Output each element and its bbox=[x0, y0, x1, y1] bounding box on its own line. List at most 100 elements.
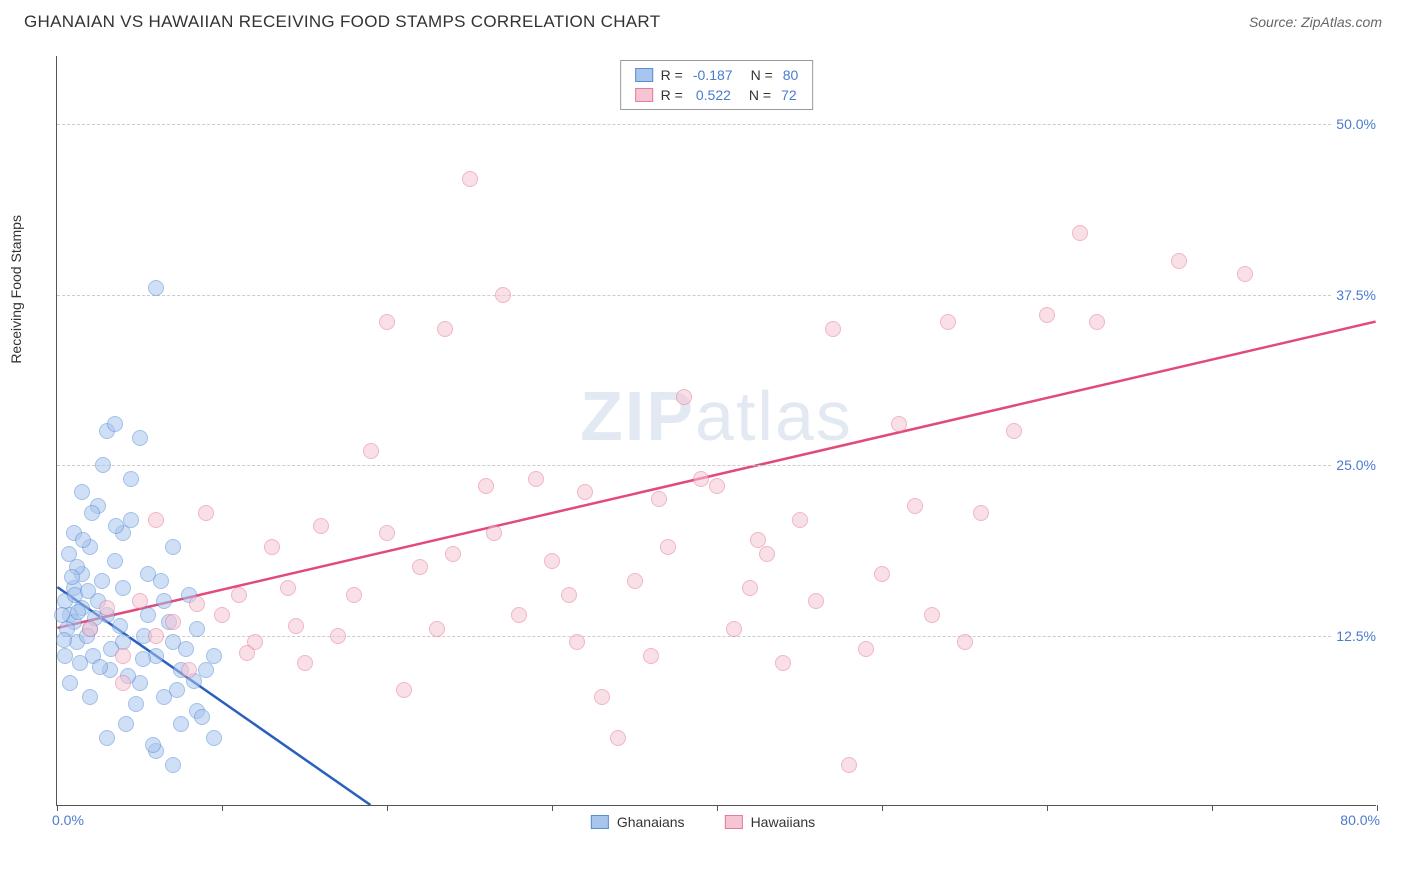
y-tick-label: 37.5% bbox=[1332, 287, 1380, 303]
data-point bbox=[825, 321, 841, 337]
data-point bbox=[140, 607, 156, 623]
data-point bbox=[74, 484, 90, 500]
data-point bbox=[178, 641, 194, 657]
data-point bbox=[107, 553, 123, 569]
y-tick-label: 12.5% bbox=[1332, 628, 1380, 644]
correlation-legend: R = -0.187 N = 80 R = 0.522 N = 72 bbox=[620, 60, 814, 110]
data-point bbox=[973, 505, 989, 521]
y-axis-title: Receiving Food Stamps bbox=[8, 215, 24, 364]
data-point bbox=[486, 525, 502, 541]
data-point bbox=[1237, 266, 1253, 282]
data-point bbox=[775, 655, 791, 671]
x-tick bbox=[1212, 805, 1213, 811]
x-tick bbox=[882, 805, 883, 811]
data-point bbox=[231, 587, 247, 603]
data-point bbox=[858, 641, 874, 657]
data-point bbox=[107, 416, 123, 432]
legend-row-ghanaians: R = -0.187 N = 80 bbox=[621, 65, 813, 85]
data-point bbox=[313, 518, 329, 534]
data-point bbox=[1089, 314, 1105, 330]
data-point bbox=[874, 566, 890, 582]
data-point bbox=[194, 709, 210, 725]
data-point bbox=[561, 587, 577, 603]
data-point bbox=[363, 443, 379, 459]
x-tick bbox=[57, 805, 58, 811]
data-point bbox=[82, 621, 98, 637]
trend-lines-svg bbox=[57, 56, 1376, 805]
data-point bbox=[132, 430, 148, 446]
data-point bbox=[206, 648, 222, 664]
data-point bbox=[148, 628, 164, 644]
data-point bbox=[544, 553, 560, 569]
data-point bbox=[528, 471, 544, 487]
data-point bbox=[123, 512, 139, 528]
y-tick-label: 25.0% bbox=[1332, 457, 1380, 473]
data-point bbox=[181, 662, 197, 678]
data-point bbox=[165, 757, 181, 773]
data-point bbox=[330, 628, 346, 644]
data-point bbox=[153, 573, 169, 589]
series-legend: Ghanaians Hawaiians bbox=[591, 814, 815, 830]
data-point bbox=[750, 532, 766, 548]
data-point bbox=[676, 389, 692, 405]
data-point bbox=[189, 596, 205, 612]
data-point bbox=[412, 559, 428, 575]
x-tick bbox=[552, 805, 553, 811]
data-point bbox=[135, 651, 151, 667]
data-point bbox=[1072, 225, 1088, 241]
swatch-ghanaians-icon bbox=[591, 815, 609, 829]
data-point bbox=[94, 573, 110, 589]
data-point bbox=[445, 546, 461, 562]
data-point bbox=[82, 689, 98, 705]
data-point bbox=[957, 634, 973, 650]
data-point bbox=[437, 321, 453, 337]
data-point bbox=[577, 484, 593, 500]
data-point bbox=[891, 416, 907, 432]
data-point bbox=[214, 607, 230, 623]
data-point bbox=[57, 648, 73, 664]
data-point bbox=[148, 512, 164, 528]
data-point bbox=[118, 716, 134, 732]
gridline-h bbox=[57, 295, 1376, 296]
legend-item-ghanaians: Ghanaians bbox=[591, 814, 685, 830]
data-point bbox=[189, 621, 205, 637]
data-point bbox=[148, 280, 164, 296]
swatch-hawaiians bbox=[635, 88, 653, 102]
data-point bbox=[280, 580, 296, 596]
swatch-hawaiians-icon bbox=[725, 815, 743, 829]
data-point bbox=[165, 539, 181, 555]
data-point bbox=[511, 607, 527, 623]
data-point bbox=[72, 655, 88, 671]
data-point bbox=[132, 593, 148, 609]
data-point bbox=[70, 604, 86, 620]
data-point bbox=[61, 546, 77, 562]
data-point bbox=[1171, 253, 1187, 269]
data-point bbox=[99, 600, 115, 616]
data-point bbox=[115, 675, 131, 691]
data-point bbox=[495, 287, 511, 303]
data-point bbox=[478, 478, 494, 494]
chart-plot-area: ZIPatlas R = -0.187 N = 80 R = 0.522 N =… bbox=[56, 56, 1376, 806]
data-point bbox=[115, 648, 131, 664]
data-point bbox=[651, 491, 667, 507]
chart-title: GHANAIAN VS HAWAIIAN RECEIVING FOOD STAM… bbox=[24, 12, 660, 32]
data-point bbox=[56, 632, 72, 648]
data-point bbox=[907, 498, 923, 514]
data-point bbox=[379, 525, 395, 541]
data-point bbox=[264, 539, 280, 555]
x-tick bbox=[387, 805, 388, 811]
data-point bbox=[660, 539, 676, 555]
data-point bbox=[123, 471, 139, 487]
data-point bbox=[156, 593, 172, 609]
data-point bbox=[396, 682, 412, 698]
data-point bbox=[95, 457, 111, 473]
data-point bbox=[206, 730, 222, 746]
legend-row-hawaiians: R = 0.522 N = 72 bbox=[621, 85, 813, 105]
data-point bbox=[99, 730, 115, 746]
data-point bbox=[808, 593, 824, 609]
data-point bbox=[288, 618, 304, 634]
data-point bbox=[239, 645, 255, 661]
gridline-h bbox=[57, 124, 1376, 125]
data-point bbox=[75, 532, 91, 548]
data-point bbox=[128, 696, 144, 712]
